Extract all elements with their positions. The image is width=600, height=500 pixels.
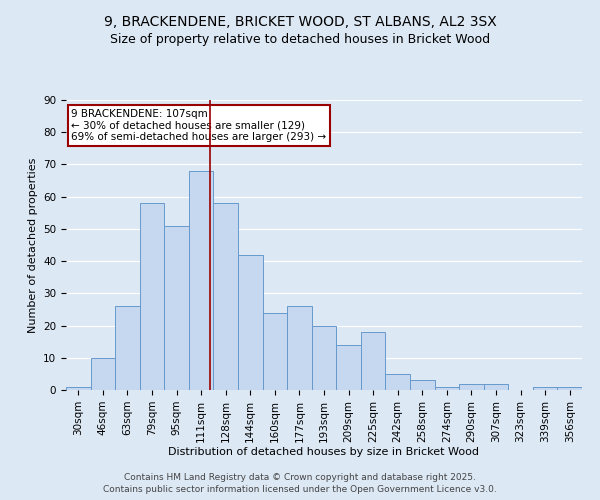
Bar [361,332,385,390]
Text: Size of property relative to detached houses in Bricket Wood: Size of property relative to detached ho… [110,32,490,46]
Bar [459,384,484,390]
Bar [336,345,361,390]
X-axis label: Distribution of detached houses by size in Bricket Wood: Distribution of detached houses by size … [169,448,479,458]
Bar [287,306,312,390]
Bar [140,203,164,390]
Bar [214,203,238,390]
Bar [189,171,214,390]
Y-axis label: Number of detached properties: Number of detached properties [28,158,38,332]
Bar [385,374,410,390]
Text: 9 BRACKENDENE: 107sqm
← 30% of detached houses are smaller (129)
69% of semi-det: 9 BRACKENDENE: 107sqm ← 30% of detached … [71,108,326,142]
Bar [91,358,115,390]
Bar [66,387,91,390]
Text: 9, BRACKENDENE, BRICKET WOOD, ST ALBANS, AL2 3SX: 9, BRACKENDENE, BRICKET WOOD, ST ALBANS,… [104,15,496,29]
Text: Contains HM Land Registry data © Crown copyright and database right 2025.: Contains HM Land Registry data © Crown c… [124,472,476,482]
Bar [484,384,508,390]
Bar [263,312,287,390]
Bar [533,387,557,390]
Bar [557,387,582,390]
Text: Contains public sector information licensed under the Open Government Licence v3: Contains public sector information licen… [103,485,497,494]
Bar [312,326,336,390]
Bar [238,254,263,390]
Bar [410,380,434,390]
Bar [434,387,459,390]
Bar [164,226,189,390]
Bar [115,306,140,390]
